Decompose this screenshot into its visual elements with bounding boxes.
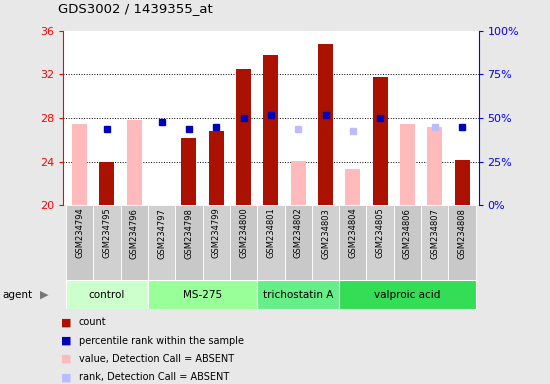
Text: MS-275: MS-275 [183, 290, 222, 300]
Bar [284, 205, 312, 280]
Bar [94, 205, 120, 280]
Text: GSM234808: GSM234808 [458, 208, 466, 258]
Text: percentile rank within the sample: percentile rank within the sample [79, 336, 244, 346]
Text: GDS3002 / 1439355_at: GDS3002 / 1439355_at [58, 2, 212, 15]
Bar [175, 205, 202, 280]
Text: ■: ■ [60, 317, 71, 327]
Bar [345, 169, 360, 205]
Text: ■: ■ [60, 372, 71, 382]
Text: GSM234805: GSM234805 [376, 208, 384, 258]
Text: control: control [89, 290, 125, 300]
Text: agent: agent [3, 290, 33, 300]
Text: trichostatin A: trichostatin A [263, 290, 333, 300]
Bar [66, 205, 94, 280]
Bar [366, 205, 394, 280]
Bar [373, 76, 388, 205]
Bar [421, 205, 448, 280]
Text: GSM234800: GSM234800 [239, 208, 248, 258]
Text: GSM234802: GSM234802 [294, 208, 302, 258]
Bar [148, 205, 175, 280]
Text: GSM234807: GSM234807 [430, 208, 439, 258]
Text: ■: ■ [60, 336, 71, 346]
Bar [339, 280, 476, 309]
Bar [318, 44, 333, 205]
Bar [448, 205, 476, 280]
Bar [148, 280, 257, 309]
Bar [236, 69, 251, 205]
Text: GSM234804: GSM234804 [348, 208, 358, 258]
Bar [202, 205, 230, 280]
Bar [182, 138, 196, 205]
Text: valproic acid: valproic acid [375, 290, 441, 300]
Text: ▶: ▶ [40, 290, 48, 300]
Text: GSM234797: GSM234797 [157, 208, 166, 258]
Bar [120, 205, 148, 280]
Text: GSM234799: GSM234799 [212, 208, 221, 258]
Bar [257, 205, 284, 280]
Text: value, Detection Call = ABSENT: value, Detection Call = ABSENT [79, 354, 234, 364]
Text: GSM234796: GSM234796 [130, 208, 139, 258]
Bar [100, 162, 114, 205]
Text: ■: ■ [60, 354, 71, 364]
Text: rank, Detection Call = ABSENT: rank, Detection Call = ABSENT [79, 372, 229, 382]
Bar [339, 205, 366, 280]
Bar [126, 120, 142, 205]
Bar [291, 161, 306, 205]
Text: GSM234806: GSM234806 [403, 208, 412, 258]
Bar [394, 205, 421, 280]
Bar [208, 131, 224, 205]
Bar [66, 280, 148, 309]
Bar [455, 160, 470, 205]
Text: count: count [79, 317, 106, 327]
Text: GSM234798: GSM234798 [184, 208, 194, 258]
Text: GSM234794: GSM234794 [75, 208, 84, 258]
Bar [263, 55, 278, 205]
Bar [427, 127, 442, 205]
Bar [257, 280, 339, 309]
Text: GSM234795: GSM234795 [102, 208, 112, 258]
Text: GSM234801: GSM234801 [266, 208, 276, 258]
Bar [72, 124, 87, 205]
Bar [230, 205, 257, 280]
Bar [312, 205, 339, 280]
Text: GSM234803: GSM234803 [321, 208, 330, 258]
Bar [400, 124, 415, 205]
